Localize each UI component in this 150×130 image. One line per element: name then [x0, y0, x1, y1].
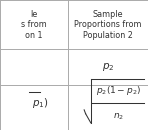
Text: Sample
Proportions from
Population 2: Sample Proportions from Population 2	[74, 10, 142, 40]
Text: $p_2(1-p_2)$: $p_2(1-p_2)$	[96, 84, 141, 97]
Text: $p_2$: $p_2$	[102, 61, 114, 73]
Text: $n_2$: $n_2$	[112, 111, 124, 122]
Text: $p_1$): $p_1$)	[32, 96, 48, 110]
Text: le
s from
on 1: le s from on 1	[21, 10, 47, 40]
